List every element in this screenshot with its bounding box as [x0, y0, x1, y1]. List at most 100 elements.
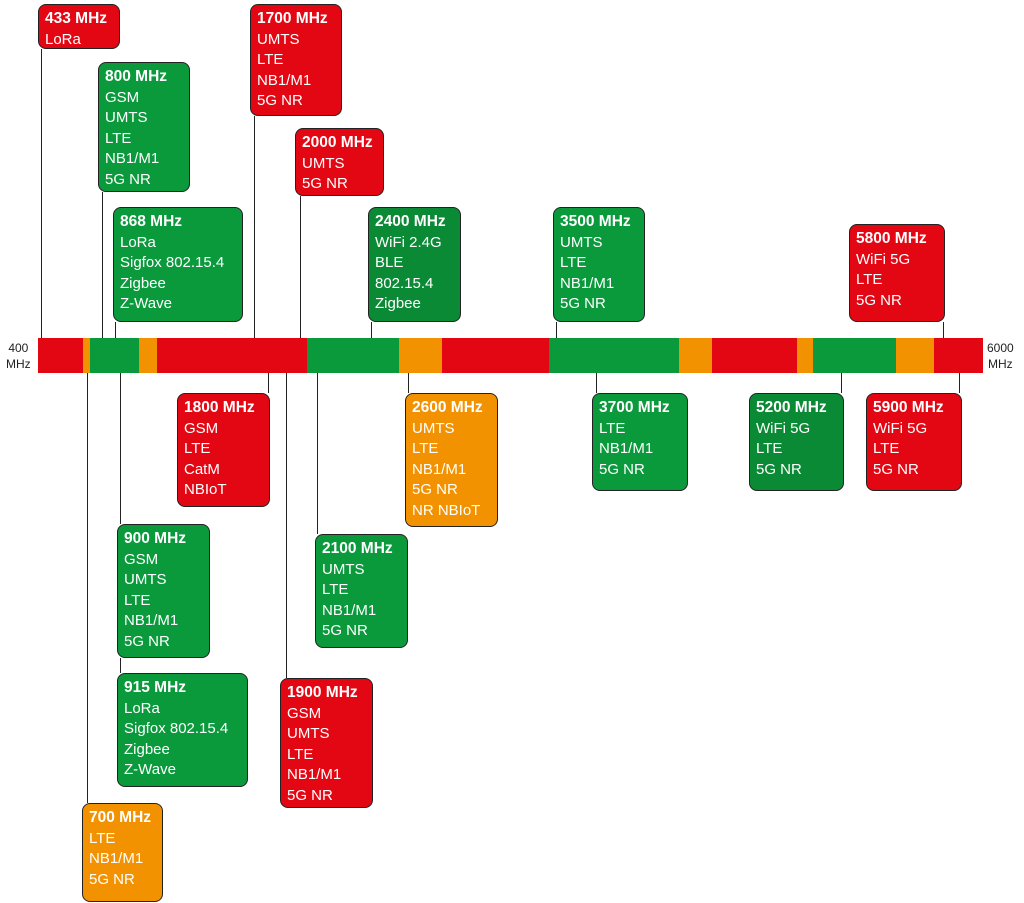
leader-line	[87, 373, 89, 803]
band-technology: NB1/M1	[105, 150, 160, 168]
band-technology: WiFi 5G	[756, 419, 811, 437]
band-technology: UMTS	[287, 725, 330, 743]
leader-line	[300, 196, 302, 338]
band-technology: LTE	[184, 440, 211, 458]
axis-start-unit: MHz	[6, 357, 31, 371]
band-segment-red	[157, 338, 307, 373]
band-segment-red	[712, 338, 797, 373]
band-box: 3500 MHz UMTS LTE NB1/M1 5G NR	[553, 207, 645, 322]
band-segment-orange	[896, 338, 934, 373]
band-box: 915 MHz LoRa Sigfox 802.15.4 Zigbee Z-Wave	[117, 673, 248, 787]
band-box: 5200 MHz WiFi 5G LTE 5G NR	[749, 393, 844, 491]
band-technology: LTE	[287, 745, 314, 763]
band-box: 5900 MHz WiFi 5G LTE 5G NR	[866, 393, 962, 491]
band-box: 1900 MHz GSM UMTS LTE NB1/M1 5G NR	[280, 678, 373, 808]
band-box: 2000 MHz UMTS 5G NR	[295, 128, 384, 196]
leader-line	[371, 322, 373, 338]
band-box: 3700 MHz LTE NB1/M1 5G NR	[592, 393, 688, 491]
band-segment-green	[307, 338, 399, 373]
band-technology: LTE	[560, 254, 587, 272]
band-box: 868 MHz LoRa Sigfox 802.15.4 Zigbee Z-Wave	[113, 207, 243, 322]
band-technology: Z-Wave	[120, 295, 172, 313]
band-frequency: 800 MHz	[105, 68, 168, 85]
band-technology: NB1/M1	[124, 612, 179, 630]
band-frequency: 2400 MHz	[375, 213, 446, 230]
band-technology: NB1/M1	[412, 460, 467, 478]
band-box: 1700 MHz UMTS LTE NB1/M1 5G NR	[250, 4, 342, 116]
band-technology: 5G NR	[599, 460, 645, 478]
band-frequency: 1900 MHz	[287, 684, 358, 701]
band-segment-orange	[797, 338, 813, 373]
band-technology: LoRa	[120, 233, 156, 251]
band-box: 800 MHz GSM UMTS LTE NB1/M1 5G NR	[98, 62, 190, 192]
band-segment-orange	[139, 338, 157, 373]
band-technology: 5G NR	[287, 786, 333, 804]
band-technology: 5G NR	[302, 175, 348, 193]
band-technology: UMTS	[257, 30, 300, 48]
band-technology: 5G NR	[257, 92, 303, 110]
band-segment-red	[38, 338, 83, 373]
band-technology: 5G NR	[89, 870, 135, 888]
leader-line	[102, 192, 104, 338]
axis-start-label: 400 MHz	[6, 340, 31, 372]
leader-line	[254, 116, 256, 338]
band-technology: 5G NR	[756, 460, 802, 478]
band-technology: 5G NR	[105, 170, 151, 188]
band-technology: NBIoT	[184, 481, 227, 499]
band-technology: Sigfox 802.15.4	[124, 720, 229, 738]
band-technology: LTE	[105, 129, 132, 147]
band-technology: LTE	[257, 51, 284, 69]
band-technology: NB1/M1	[599, 440, 654, 458]
band-technology: LTE	[873, 440, 900, 458]
band-technology: 5G NR	[124, 632, 170, 650]
band-technology: WiFi 2.4G	[375, 233, 442, 251]
band-technology: UMTS	[560, 233, 603, 251]
band-box: 900 MHz GSM UMTS LTE NB1/M1 5G NR	[117, 524, 210, 658]
band-technology: UMTS	[105, 109, 148, 127]
band-box: 700 MHz LTE NB1/M1 5G NR	[82, 803, 163, 902]
band-frequency: 2100 MHz	[322, 540, 393, 557]
band-technology: NB1/M1	[257, 71, 312, 89]
leader-line	[943, 322, 945, 338]
band-box: 2600 MHz UMTS LTE NB1/M1 5G NR NR NBIoT	[405, 393, 498, 527]
leader-line	[268, 373, 270, 393]
band-technology: UMTS	[124, 571, 167, 589]
band-box: 1800 MHz GSM LTE CatM NBIoT	[177, 393, 270, 507]
band-technology: NB1/M1	[560, 274, 615, 292]
band-frequency: 3700 MHz	[599, 399, 670, 416]
leader-line	[317, 373, 319, 534]
band-technology: NB1/M1	[89, 850, 144, 868]
band-technology: Sigfox 802.15.4	[120, 254, 225, 272]
band-box: 2100 MHz UMTS LTE NB1/M1 5G NR	[315, 534, 408, 648]
band-technology: BLE	[375, 254, 404, 272]
band-box: 433 MHz LoRa	[38, 4, 120, 49]
band-technology: LTE	[322, 581, 349, 599]
leader-line	[286, 373, 288, 678]
band-frequency: 2000 MHz	[302, 134, 373, 151]
axis-end-label: 6000 MHz	[987, 340, 1014, 372]
leader-line	[120, 658, 122, 673]
band-technology: GSM	[287, 704, 322, 722]
band-frequency: 700 MHz	[89, 809, 152, 826]
leader-line	[841, 373, 843, 393]
band-frequency: 1800 MHz	[184, 399, 255, 416]
band-technology: UMTS	[412, 419, 455, 437]
leader-line	[115, 322, 117, 338]
band-technology: LTE	[599, 419, 626, 437]
band-technology: NB1/M1	[322, 601, 377, 619]
band-technology: NR NBIoT	[412, 501, 481, 519]
band-segment-orange	[399, 338, 442, 373]
leader-line	[41, 49, 43, 338]
band-segment-green	[813, 338, 896, 373]
band-technology: 802.15.4	[375, 274, 434, 292]
axis-start-value: 400	[8, 341, 29, 355]
band-frequency: 1700 MHz	[257, 10, 328, 27]
band-technology: Z-Wave	[124, 761, 176, 779]
axis-end-unit: MHz	[988, 357, 1013, 371]
band-frequency: 900 MHz	[124, 530, 187, 547]
band-frequency: 868 MHz	[120, 213, 183, 230]
leader-line	[408, 373, 410, 393]
band-technology: WiFi 5G	[873, 419, 928, 437]
band-technology: NB1/M1	[287, 766, 342, 784]
leader-line	[556, 322, 558, 338]
